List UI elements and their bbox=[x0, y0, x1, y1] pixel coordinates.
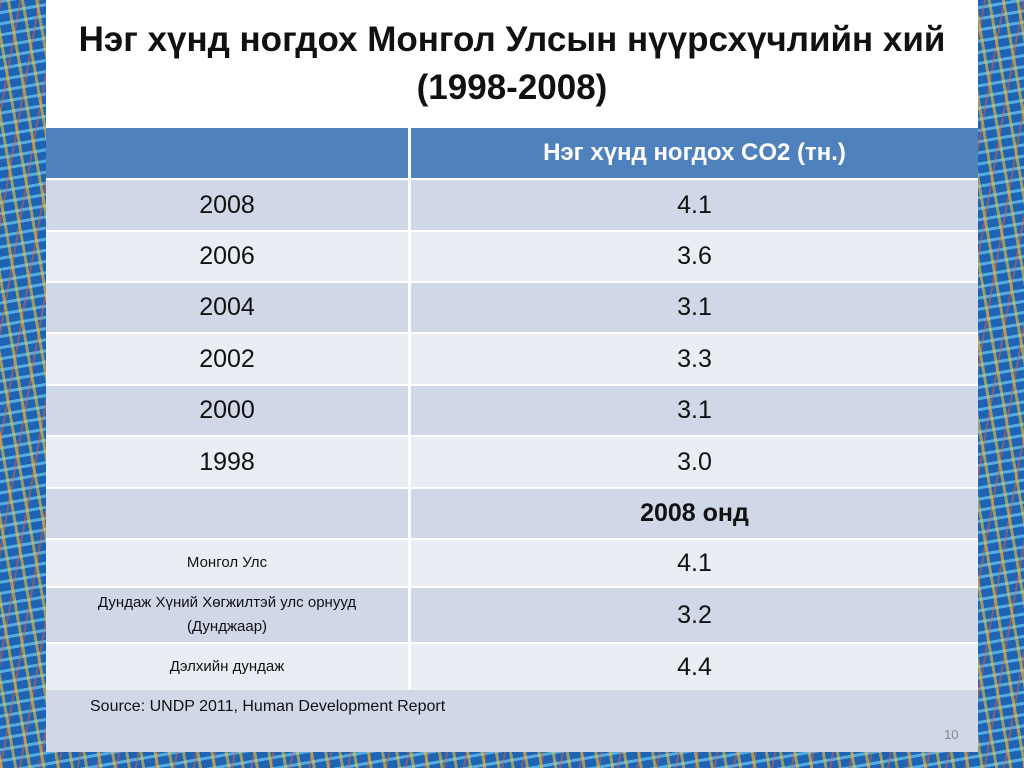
row-label: 2006 bbox=[46, 232, 408, 281]
value-cell: 3.1 bbox=[411, 386, 978, 435]
value-cell: 4.4 bbox=[411, 644, 978, 690]
header-cell: Нэг хүнд ногдох CO2 (тн.) bbox=[411, 128, 978, 178]
row-label: Дундаж Хүний Хөгжилтэй улс орнууд (Дундж… bbox=[46, 588, 408, 642]
value-cell: 3.2 bbox=[411, 588, 978, 642]
value-cell: 3.6 bbox=[411, 232, 978, 281]
value-cell: 3.1 bbox=[411, 283, 978, 332]
row-label: 2000 bbox=[46, 386, 408, 435]
row-label: Дэлхийн дундаж bbox=[46, 644, 408, 690]
row-label: 2002 bbox=[46, 334, 408, 384]
value-cell: 4.1 bbox=[411, 180, 978, 230]
slide: Нэг хүнд ногдох Монгол Улсын нүүрсхүчлий… bbox=[46, 0, 978, 752]
header-cell bbox=[46, 128, 408, 178]
value-cell: 2008 онд bbox=[411, 489, 978, 538]
title: Нэг хүнд ногдох Монгол Улсын нүүрсхүчлий… bbox=[78, 20, 946, 107]
row-label: Монгол Улс bbox=[46, 540, 408, 586]
footer-band bbox=[46, 690, 978, 752]
value-cell: 4.1 bbox=[411, 540, 978, 586]
row-label bbox=[46, 489, 408, 538]
value-cell: 3.0 bbox=[411, 437, 978, 487]
row-label: 2008 bbox=[46, 180, 408, 230]
value-cell: 3.3 bbox=[411, 334, 978, 384]
row-label: 1998 bbox=[46, 437, 408, 487]
row-label: 2004 bbox=[46, 283, 408, 332]
page-number: 10 bbox=[944, 727, 959, 742]
source: Source: UNDP 2011, Human Development Rep… bbox=[90, 698, 446, 715]
